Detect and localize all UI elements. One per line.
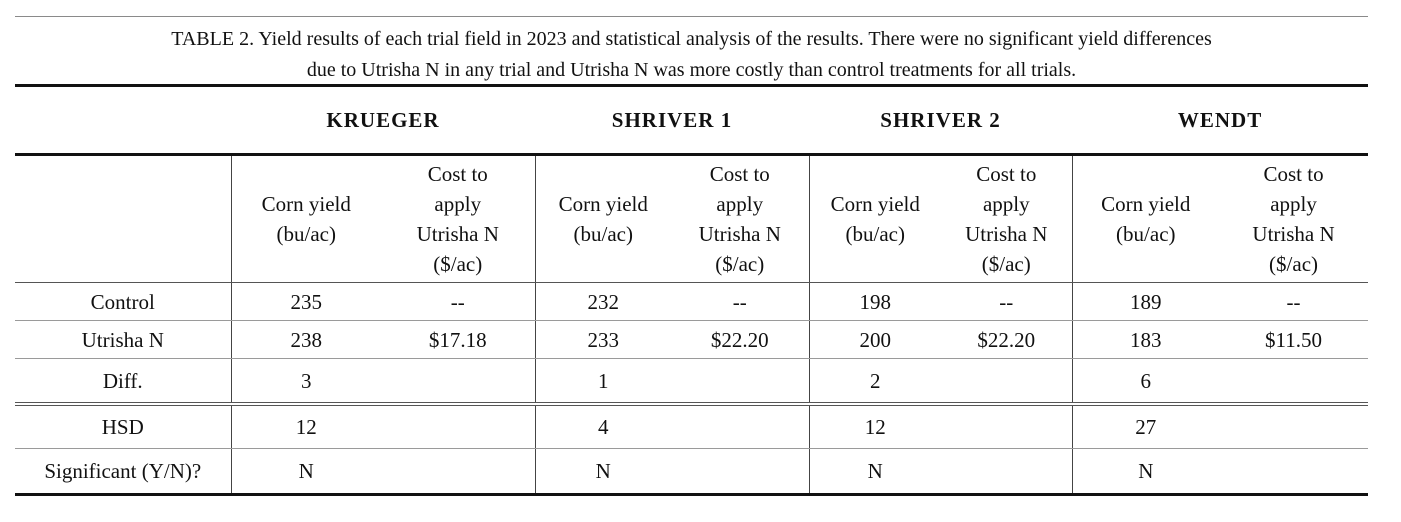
cost-header: Cost to apply Utrisha N ($/ac)	[671, 154, 810, 283]
table-cell: 238	[230, 320, 381, 359]
table-cell: 183	[1071, 320, 1220, 359]
yield-table: KRUEGER SHRIVER 1 SHRIVER 2 WENDT Corn y…	[15, 84, 1369, 496]
table-cell: --	[671, 282, 810, 321]
table-cell: 235	[230, 282, 381, 321]
cost-header: Cost to apply Utrisha N ($/ac)	[1219, 154, 1369, 283]
row-label: Utrisha N	[15, 320, 231, 359]
table-cell: 3	[230, 358, 381, 406]
table-cell: 12	[230, 404, 381, 449]
table-caption: TABLE 2. Yield results of each trial fie…	[15, 24, 1368, 86]
yield-header-line: Corn yield	[558, 192, 648, 216]
cost-header-line: Cost to	[976, 162, 1037, 186]
table-cell: 12	[808, 404, 942, 449]
yield-header-line: Corn yield	[261, 192, 351, 216]
yield-header-line: Corn yield	[1101, 192, 1191, 216]
cost-header-line: ($/ac)	[715, 252, 765, 276]
cost-header-line: ($/ac)	[433, 252, 483, 276]
table-cell	[941, 449, 1072, 495]
table-row-control: Control 235 -- 232 -- 198 -- 189 --	[15, 282, 1369, 321]
cost-header-line: apply	[434, 192, 482, 216]
table-row-significant: Significant (Y/N)? N N N N	[15, 448, 1368, 495]
table-cell	[1219, 358, 1369, 406]
row-label: HSD	[15, 404, 231, 449]
caption-line-2: due to Utrisha N in any trial and Utrish…	[306, 59, 1077, 81]
table-cell: 27	[1071, 404, 1220, 449]
table-cell: 233	[534, 320, 671, 359]
yield-header-line: (bu/ac)	[573, 222, 633, 246]
cost-header-line: Utrisha N	[698, 222, 781, 246]
table-cell	[381, 358, 535, 406]
yield-header-line: (bu/ac)	[276, 222, 336, 246]
yield-header: Corn yield (bu/ac)	[1071, 154, 1220, 283]
table-cell: 6	[1071, 358, 1220, 406]
caption-line-1: TABLE 2. Yield results of each trial fie…	[171, 28, 1212, 50]
table-cell	[1219, 449, 1368, 495]
table-cell	[381, 404, 535, 449]
table-cell: 189	[1071, 282, 1220, 321]
cost-header-line: apply	[982, 192, 1030, 216]
yield-header-line: Corn yield	[830, 192, 920, 216]
cost-header-line: ($/ac)	[981, 252, 1031, 276]
table-cell	[671, 404, 810, 449]
site-header: SHRIVER 2	[809, 85, 1073, 156]
table-cell: --	[381, 282, 535, 321]
cost-header-line: Utrisha N	[1252, 222, 1335, 246]
table-cell: $22.20	[941, 320, 1073, 359]
top-rule	[15, 16, 1368, 17]
table-cell: 232	[534, 282, 671, 321]
yield-header: Corn yield (bu/ac)	[808, 154, 942, 283]
table-cell: N	[808, 448, 942, 495]
row-label: Significant (Y/N)?	[44, 459, 202, 483]
table-cell: 1	[534, 358, 671, 406]
row-label-header	[15, 154, 231, 283]
table-cell	[941, 404, 1073, 449]
table-cell	[941, 358, 1073, 406]
table-cell: N	[230, 448, 381, 495]
corner-cell	[15, 85, 231, 156]
table-cell	[671, 449, 809, 495]
table-row-utrisha: Utrisha N 238 $17.18 233 $22.20 200 $22.…	[15, 320, 1369, 359]
yield-header-line: (bu/ac)	[845, 222, 905, 246]
cost-header-line: Utrisha N	[416, 222, 499, 246]
site-header: WENDT	[1072, 85, 1369, 156]
table-cell: N	[1071, 448, 1220, 495]
table-cell: 200	[808, 320, 942, 359]
row-label: Diff.	[15, 358, 231, 406]
table-row-hsd: HSD 12 4 12 27	[15, 404, 1369, 449]
table-cell: 2	[808, 358, 942, 406]
table-cell	[671, 358, 810, 406]
yield-header: Corn yield (bu/ac)	[534, 154, 671, 283]
table-cell	[1219, 404, 1369, 449]
cost-header-line: Cost to	[709, 162, 770, 186]
yield-header-line: (bu/ac)	[1116, 222, 1176, 246]
table-row-diff: Diff. 3 1 2 6	[15, 358, 1369, 406]
table-cell: --	[1219, 282, 1369, 321]
site-header: KRUEGER	[231, 85, 535, 156]
table-cell: $22.20	[671, 320, 810, 359]
table-cell: 198	[808, 282, 942, 321]
cost-header-line: Cost to	[427, 162, 488, 186]
cost-header-line: ($/ac)	[1269, 252, 1319, 276]
cost-header: Cost to apply Utrisha N ($/ac)	[381, 154, 535, 283]
cost-header-line: apply	[1270, 192, 1317, 216]
cost-header: Cost to apply Utrisha N ($/ac)	[941, 154, 1073, 283]
column-header-row: Corn yield (bu/ac) Cost to apply Utrisha…	[15, 154, 1369, 283]
cost-header-line: Cost to	[1263, 162, 1324, 186]
row-label: Control	[15, 282, 231, 321]
table-cell	[381, 449, 535, 495]
table-cell: N	[534, 448, 671, 495]
table-cell: 4	[534, 404, 671, 449]
table-cell: --	[941, 282, 1073, 321]
cost-header-line: Utrisha N	[965, 222, 1048, 246]
site-header-row: KRUEGER SHRIVER 1 SHRIVER 2 WENDT	[15, 85, 1369, 156]
site-header: SHRIVER 1	[535, 85, 810, 156]
yield-header: Corn yield (bu/ac)	[230, 154, 381, 283]
cost-header-line: apply	[716, 192, 764, 216]
table-cell: $17.18	[381, 320, 535, 359]
table-cell: $11.50	[1219, 320, 1369, 359]
